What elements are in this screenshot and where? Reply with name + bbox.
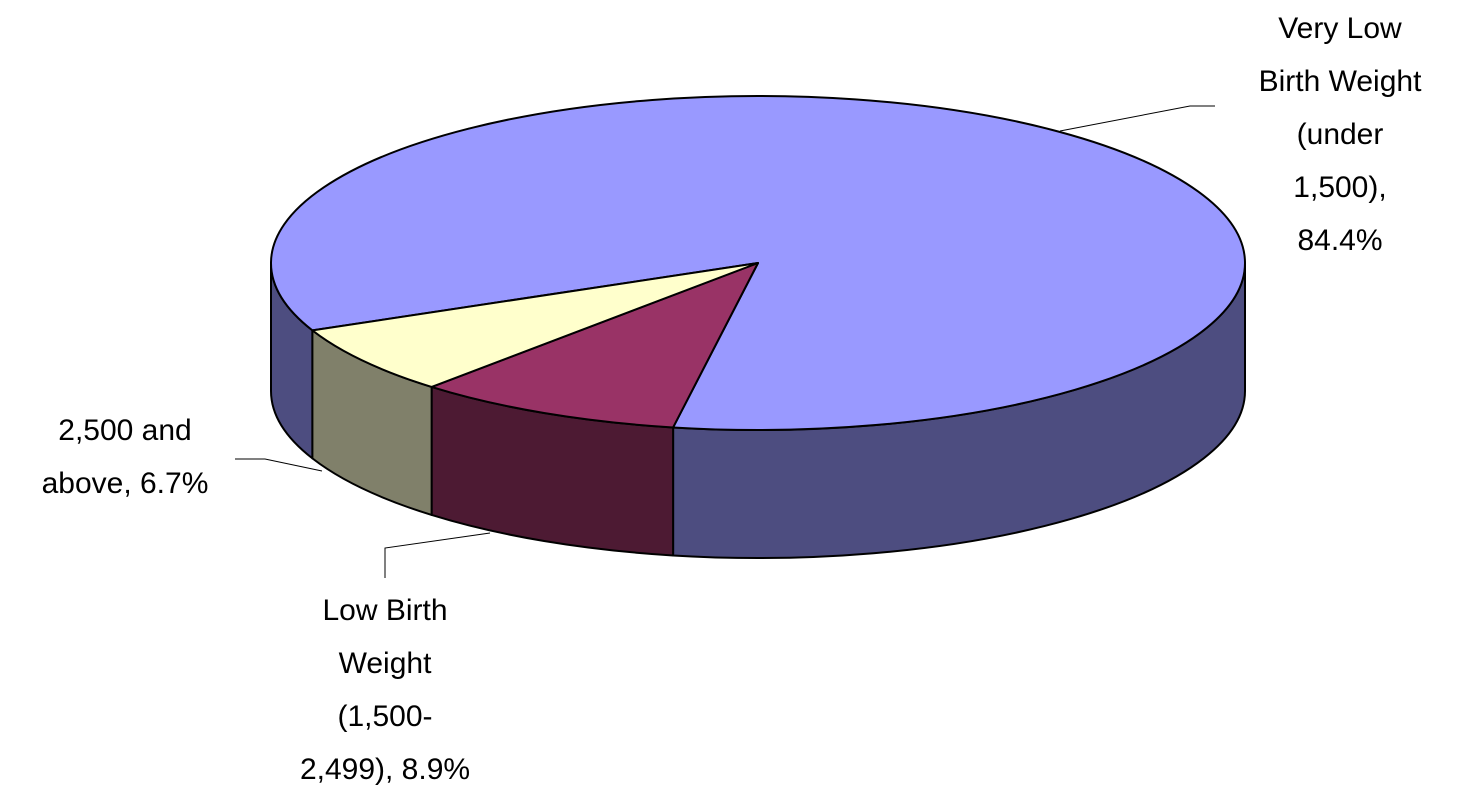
- data-label: Low Birth Weight (1,500-2,499), 8.9%: [299, 594, 471, 786]
- pie-walls: [270, 262, 1246, 559]
- pie-tops: [269, 95, 1246, 431]
- leader-line: [1059, 105, 1215, 132]
- data-label: Very Low Birth Weight (under 1,500), 84.…: [1258, 12, 1422, 257]
- pie-slice: [311, 262, 759, 388]
- pie-canvas: [235, 95, 1246, 578]
- pie-slice: [430, 262, 759, 429]
- leader-line: [384, 532, 491, 578]
- chart: Very Low Birth Weight (under 1,500), 84.…: [41, 12, 1422, 786]
- data-label: 2,500 and above, 6.7%: [41, 414, 209, 500]
- leader-line: [235, 458, 323, 472]
